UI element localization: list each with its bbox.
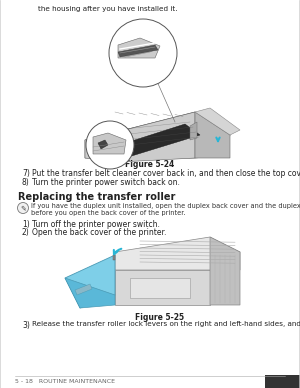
Text: If you have the duplex unit installed, open the duplex back cover and the duplex: If you have the duplex unit installed, o… [31,203,300,209]
Polygon shape [210,237,240,305]
Text: 3): 3) [22,321,30,330]
Polygon shape [265,375,300,388]
Polygon shape [115,237,240,270]
Polygon shape [65,255,115,308]
Polygon shape [118,45,158,57]
Text: Put the transfer belt cleaner cover back in, and then close the top cover.: Put the transfer belt cleaner cover back… [32,169,300,178]
Text: Open the back cover of the printer.: Open the back cover of the printer. [32,228,166,237]
Text: before you open the back cover of the printer.: before you open the back cover of the pr… [31,210,185,216]
Polygon shape [75,284,92,295]
Polygon shape [190,122,197,140]
Text: 7): 7) [22,169,30,178]
Text: 5 - 18   ROUTINE MAINTENANCE: 5 - 18 ROUTINE MAINTENANCE [15,379,115,384]
FancyBboxPatch shape [130,278,190,298]
Polygon shape [195,112,230,158]
Polygon shape [85,112,230,158]
Text: Turn off the printer power switch.: Turn off the printer power switch. [32,220,160,229]
Text: Figure 5-24: Figure 5-24 [125,160,175,169]
Circle shape [17,203,28,213]
Polygon shape [113,255,115,260]
Text: Figure 5-25: Figure 5-25 [135,313,184,322]
Text: Release the transfer roller lock levers on the right and left-hand sides, and th: Release the transfer roller lock levers … [32,321,300,327]
Polygon shape [115,270,210,305]
Text: ✎: ✎ [20,205,26,211]
Polygon shape [65,278,115,308]
Text: 8): 8) [22,178,30,187]
Polygon shape [195,108,240,135]
Text: 2): 2) [22,228,30,237]
Circle shape [86,121,134,169]
Text: Replacing the transfer roller: Replacing the transfer roller [18,192,175,202]
Polygon shape [108,140,115,158]
Polygon shape [85,112,195,162]
Text: the housing after you have installed it.: the housing after you have installed it. [38,6,178,12]
Polygon shape [118,38,160,58]
Polygon shape [93,133,126,154]
Circle shape [109,19,177,87]
Text: Turn the printer power switch back on.: Turn the printer power switch back on. [32,178,180,187]
Text: 1): 1) [22,220,30,229]
Polygon shape [98,140,108,149]
Polygon shape [110,124,200,158]
